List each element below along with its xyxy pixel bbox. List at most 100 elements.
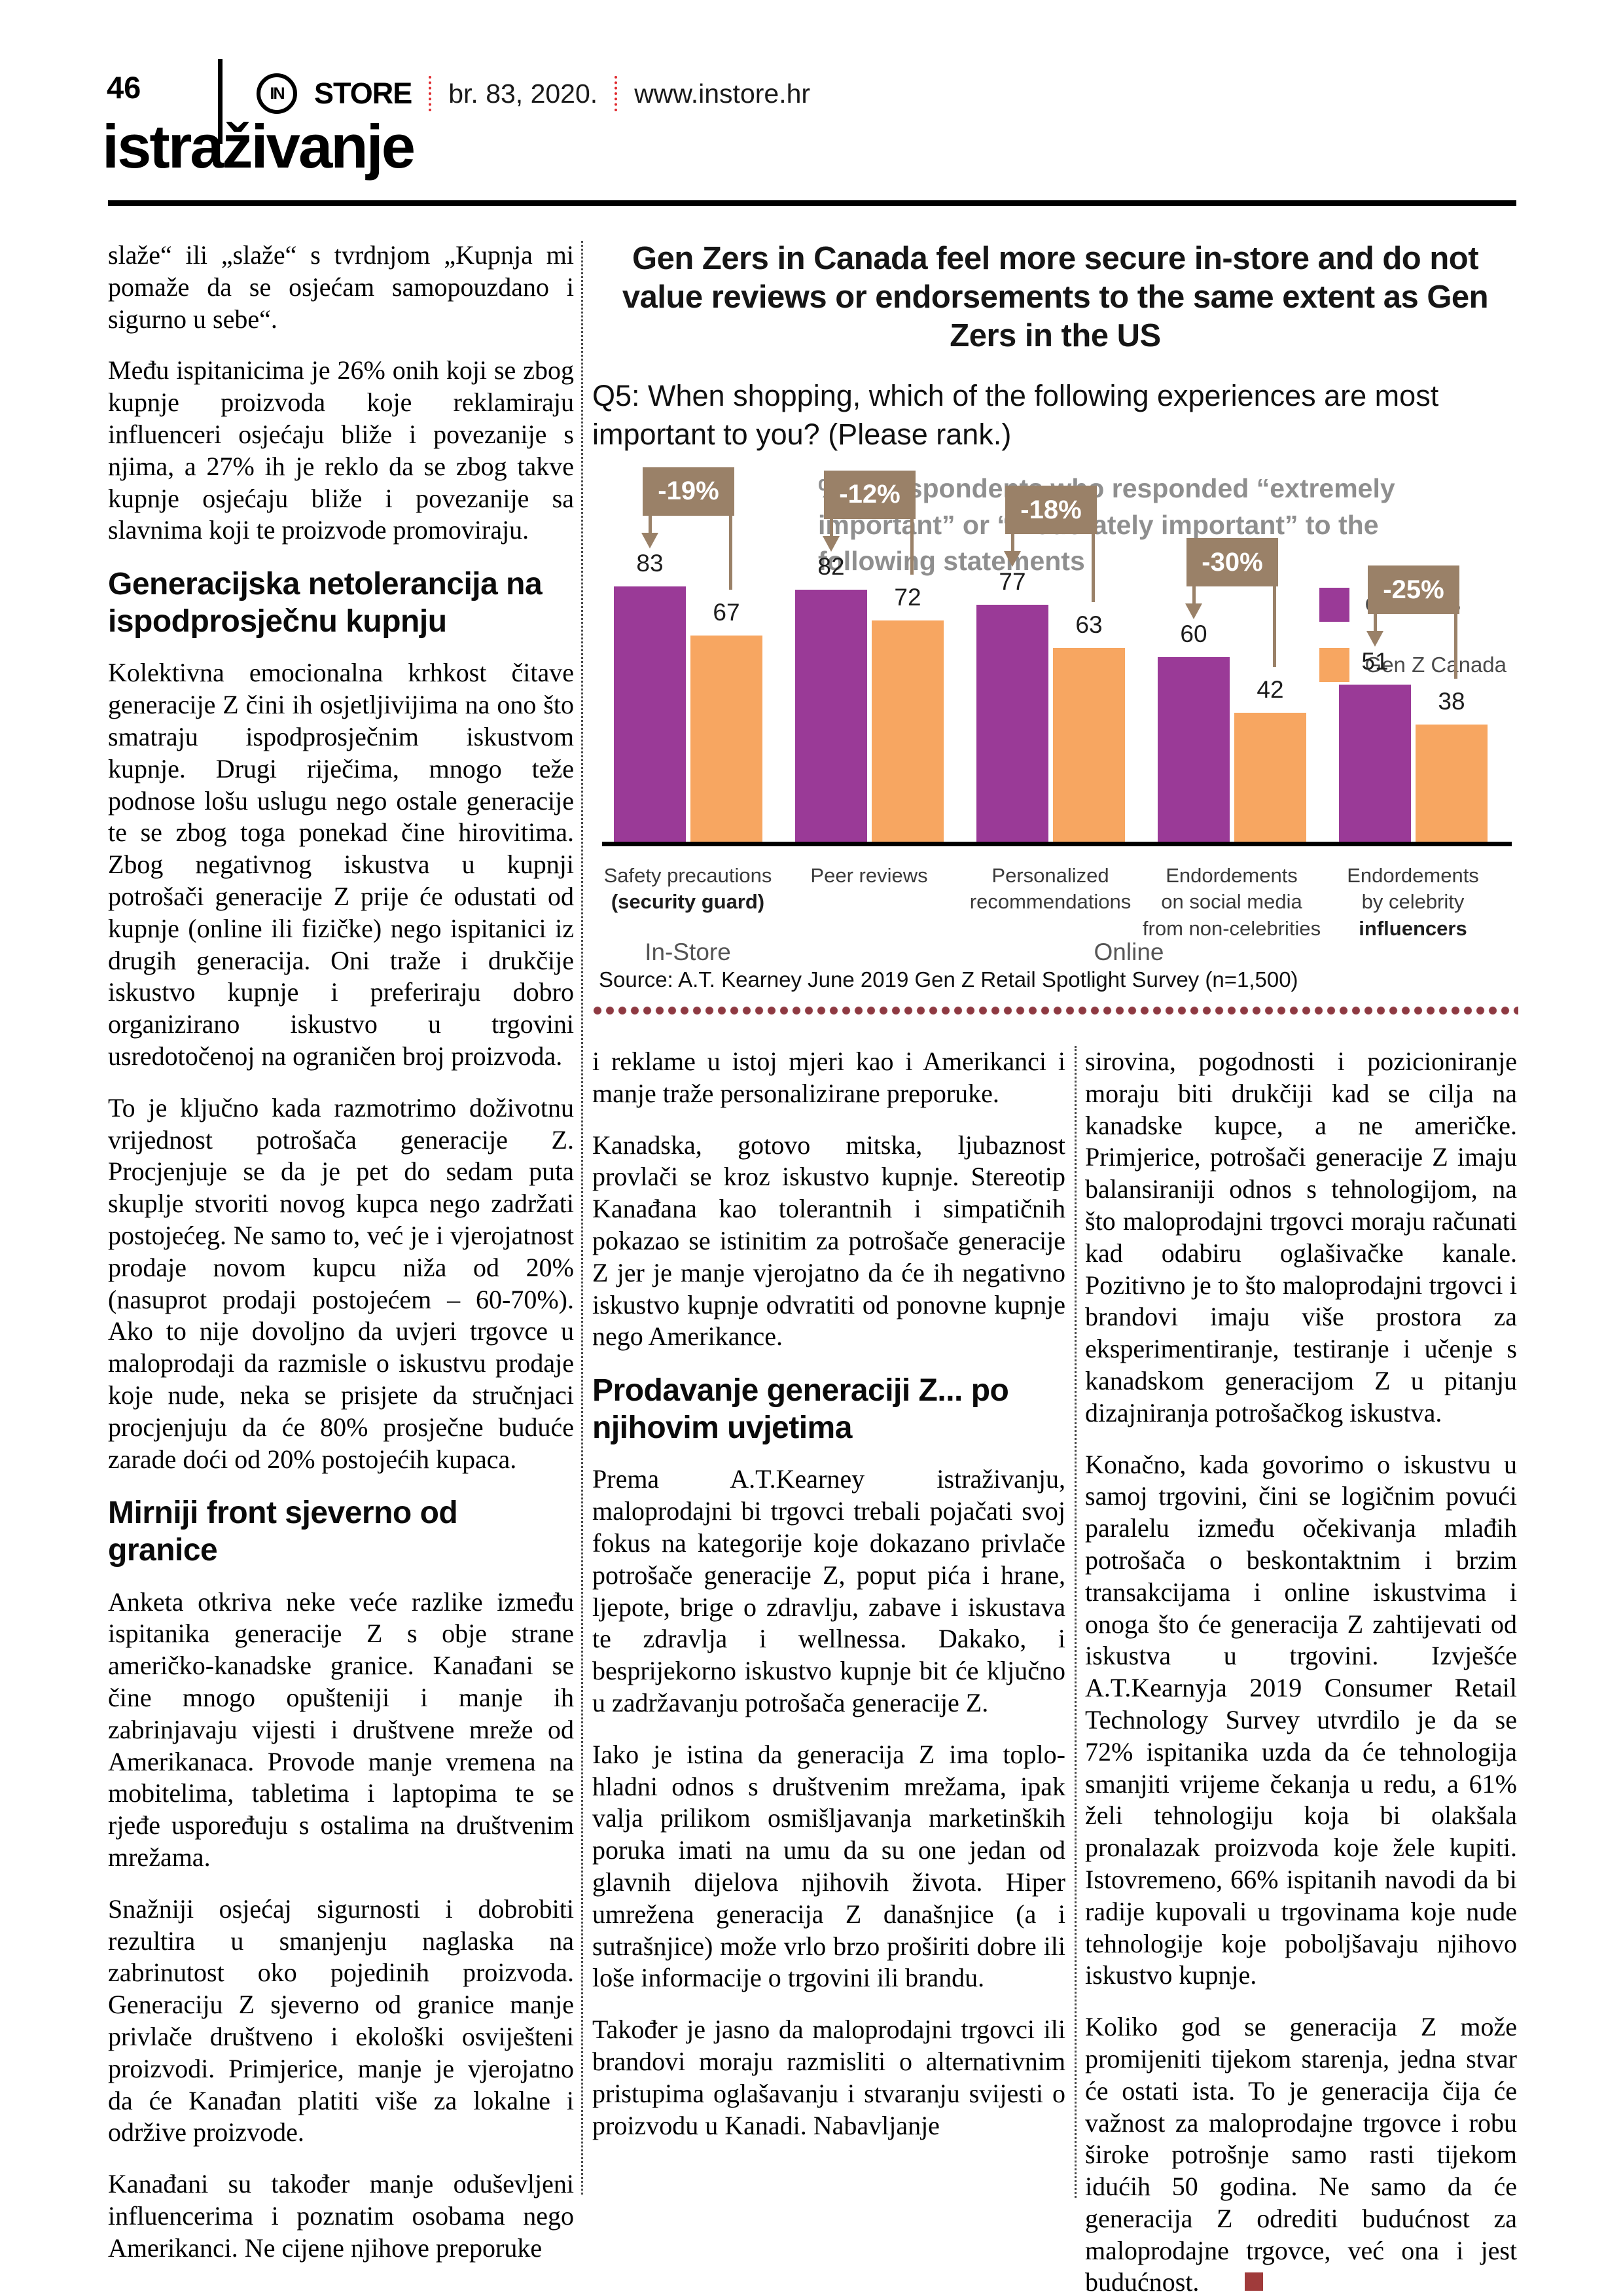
category-label: Endordements on social media from non-cele… — [1133, 863, 1330, 942]
bar-gen-z-us — [614, 586, 686, 842]
delta-callout: -18% — [1005, 486, 1097, 535]
delta-callout: -25% — [1368, 565, 1459, 615]
header-dotted-separator — [615, 76, 618, 111]
article-paragraph: Snažniji osjećaj sigurnosti i dobrobiti … — [108, 1893, 574, 2147]
masthead: IN STORE br. 83, 2020. www.instore.hr — [257, 73, 810, 114]
delta-callout: -30% — [1186, 538, 1278, 586]
delta-callout: -12% — [824, 470, 916, 519]
article-paragraph: Iako je istina da generacija Z ima toplo… — [592, 1739, 1065, 1993]
bar-value-us: 77 — [999, 568, 1026, 596]
category-label-line: on social media — [1161, 890, 1302, 914]
article-column-right: sirovina, pogodnosti i pozicioniranje mo… — [1085, 1046, 1517, 2296]
article-paragraph: To je ključno kada razmotrimo doživotnu … — [108, 1092, 574, 1474]
bar-group: 82 72 -12% — [795, 414, 944, 842]
category-label: Safety precautions (security guard) — [590, 863, 786, 916]
delta-arrow-icon — [641, 532, 658, 548]
bar-gen-z-canada — [1053, 647, 1125, 842]
article-paragraph: Kanađani su također manje oduševljeni in… — [108, 2169, 574, 2263]
category-label: Endordements by celebrity influencers — [1315, 863, 1511, 942]
bar-gen-z-us — [1158, 657, 1230, 842]
delta-bracket — [830, 504, 833, 537]
bar-group: 60 42 -30% — [1158, 414, 1306, 842]
chart-title: Gen Zers in Canada feel more secure in-s… — [622, 241, 1489, 353]
delta-bracket — [729, 501, 732, 590]
bar-value-canada: 67 — [713, 599, 740, 626]
delta-bracket — [1273, 572, 1276, 667]
article-subheading: Mirniji front sjeverno od granice — [108, 1496, 458, 1568]
delta-bracket — [649, 501, 652, 534]
chart-plot-area: 83 67 -19% 82 72 -12% 77 63 -18% 60 42 -30% 51 38 -25% — [602, 414, 1512, 846]
bar-group: 77 63 -18% — [976, 414, 1125, 842]
bar-value-us: 82 — [817, 552, 845, 580]
delta-arrow-icon — [1004, 551, 1021, 567]
bar-gen-z-us — [976, 605, 1048, 842]
website-url: www.instore.hr — [634, 78, 811, 109]
category-label-line: (security guard) — [611, 890, 765, 914]
article-paragraph: slaže“ ili „slaže“ s tvrdnjom „Kupnja mi… — [108, 240, 574, 334]
article-subheading: Generacijska netolerancija na ispodprosj… — [108, 567, 543, 639]
legend-item-canada: Gen Z Canada — [1319, 648, 1507, 682]
legend-swatch-canada — [1319, 648, 1349, 682]
category-label-line: Personalized — [991, 864, 1109, 887]
bar-gen-z-canada — [690, 636, 762, 842]
delta-arrow-icon — [1185, 603, 1202, 619]
bar-value-canada: 38 — [1438, 688, 1465, 715]
article-paragraph: Anketa otkriva neke veće razlike između … — [108, 1587, 574, 1872]
instore-logo-icon: IN — [257, 73, 297, 114]
article-subheading: Prodavanje generaciji Z... po njihovim u… — [592, 1373, 1009, 1445]
delta-arrow-icon — [1366, 631, 1383, 647]
delta-bracket — [910, 504, 914, 575]
column-separator — [1075, 1046, 1077, 2198]
category-label: Peer reviews — [771, 863, 967, 889]
category-label-line: Safety precautions — [603, 864, 772, 887]
bar-value-canada: 63 — [1075, 611, 1103, 638]
article-paragraph: Kanadska, gotovo mitska, ljubaznost prov… — [592, 1130, 1065, 1352]
bar-gen-z-canada — [1416, 725, 1488, 842]
bar-group: 83 67 -19% — [614, 414, 762, 842]
article-paragraph: Kolektivna emocionalna krhkost čitave ge… — [108, 658, 574, 1071]
dotted-section-separator — [592, 1005, 1518, 1016]
category-label: Personalized recommendations — [952, 863, 1149, 916]
delta-bracket — [1374, 600, 1377, 633]
legend-label-canada: Gen Z Canada — [1364, 653, 1507, 677]
article-paragraph: Među ispitanicima je 26% onih koji se zb… — [108, 355, 574, 545]
article-paragraph: Konačno, kada govorimo o iskustvu u samo… — [1085, 1449, 1517, 1990]
category-label-line: from non-celebrities — [1142, 916, 1321, 940]
bar-gen-z-canada — [872, 620, 944, 842]
bar-value-us: 60 — [1180, 620, 1207, 647]
article-paragraph: Također je jasno da maloprodajni trgovci… — [592, 2015, 1065, 2140]
delta-bracket — [1454, 600, 1457, 679]
column-separator — [581, 241, 583, 2195]
delta-callout: -19% — [643, 467, 734, 516]
header-rule — [108, 200, 1516, 206]
category-label-line: Endordements — [1347, 864, 1479, 887]
bar-value-us: 51 — [1361, 648, 1389, 675]
delta-bracket — [1092, 520, 1095, 602]
issue-number: br. 83, 2020. — [448, 78, 598, 109]
bar-value-canada: 72 — [894, 583, 921, 611]
bar-gen-z-us — [795, 589, 867, 842]
brand-name: STORE — [314, 77, 412, 110]
bar-gen-z-canada — [1234, 712, 1306, 842]
bar-value-us: 83 — [636, 549, 664, 577]
article-column-middle: i reklame u istoj mjeri kao i Amerikanci… — [592, 1046, 1065, 2161]
category-label-line: Endordements — [1166, 864, 1298, 887]
category-label-line: by celebrity — [1361, 890, 1465, 914]
chart-question: Q5: When shopping, which of the followin… — [592, 379, 1439, 451]
bar-chart: Gen Zers in Canada feel more secure in-s… — [592, 240, 1518, 1051]
logo-monogram: IN — [270, 84, 285, 103]
bar-group: 51 38 -25% — [1339, 414, 1488, 842]
category-label-line: Peer reviews — [810, 864, 928, 887]
delta-arrow-icon — [823, 535, 840, 552]
article-paragraph: Koliko god se generacija Z može promijen… — [1085, 2011, 1517, 2296]
page-number: 46 — [107, 70, 141, 105]
category-label-line: influencers — [1359, 916, 1467, 940]
legend-swatch-us — [1319, 588, 1349, 622]
article-paragraph: i reklame u istoj mjeri kao i Amerikanci… — [592, 1047, 1065, 1108]
header-dotted-separator — [429, 76, 432, 111]
chart-source: Source: A.T. Kearney June 2019 Gen Z Ret… — [599, 967, 1298, 992]
bar-value-canada: 42 — [1257, 675, 1284, 703]
bar-gen-z-us — [1339, 685, 1411, 842]
section-title: istraživanje — [102, 112, 416, 181]
